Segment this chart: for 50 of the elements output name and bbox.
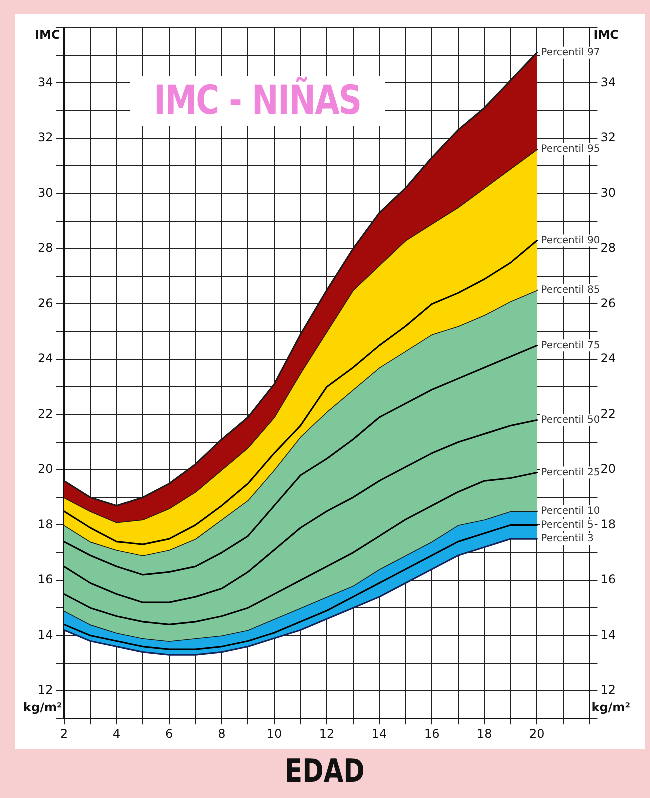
x-tick-label: 2 xyxy=(60,726,68,741)
text: IMC - NIÑAS xyxy=(130,76,386,126)
series-label: Percentil 90 xyxy=(541,235,600,246)
series-label: Percentil 85 xyxy=(541,285,600,296)
y2-axis-title: IMC xyxy=(594,28,620,42)
y2-tick-label: 24 xyxy=(600,352,616,366)
y-tick-label: 16 xyxy=(38,572,54,587)
text: kg/m² xyxy=(24,700,62,715)
y2-tick-label: 12 xyxy=(600,683,616,698)
x-axis-title: EDAD xyxy=(284,752,366,790)
series-label: Percentil 75 xyxy=(541,340,600,352)
y2-tick-label: 28 xyxy=(600,241,616,256)
y-axis-title: IMC xyxy=(35,28,60,42)
x-tick-label: 6 xyxy=(166,726,174,741)
y-tick-label: 32 xyxy=(38,130,54,145)
x-tick-label: 10 xyxy=(266,726,282,741)
y2-tick-label: 34 xyxy=(600,75,616,90)
series-label: Percentil 10 xyxy=(541,506,600,518)
y2-tick-label: 18 xyxy=(600,517,616,532)
y-tick-label: 22 xyxy=(38,406,54,421)
text: kg/m² xyxy=(592,700,630,715)
x-tick-label: 4 xyxy=(112,726,121,741)
y-tick-label: 14 xyxy=(38,628,54,642)
y-tick-label: 20 xyxy=(38,462,54,476)
series-label: Percentil 50 xyxy=(541,414,600,426)
y2-tick-label: 20 xyxy=(600,462,616,476)
x-tick-label: 8 xyxy=(218,726,226,741)
y2-tick-label: 26 xyxy=(600,296,616,310)
x-tick-label: 14 xyxy=(372,726,388,741)
y2-tick-label: 30 xyxy=(600,186,616,200)
series-label: Percentil 5 xyxy=(541,520,594,531)
series-label: Percentil 97 xyxy=(541,47,600,58)
y-tick-label: 12 xyxy=(38,683,54,698)
series-label: Percentil 95 xyxy=(541,144,600,156)
series-label: Percentil 25 xyxy=(541,467,600,478)
y-tick-label: 28 xyxy=(38,241,54,256)
y2-tick-label: 32 xyxy=(600,130,616,145)
y-tick-label: 26 xyxy=(38,296,54,310)
y2-tick-label: 16 xyxy=(600,572,616,587)
y2-tick-label: 22 xyxy=(600,406,616,421)
y-tick-label: 18 xyxy=(38,517,54,532)
y-tick-label: 34 xyxy=(38,75,54,90)
x-tick-label: 20 xyxy=(530,726,545,741)
y-tick-label: 30 xyxy=(38,186,54,200)
series-label: Percentil 3 xyxy=(541,534,594,545)
x-tick-label: 16 xyxy=(424,726,440,741)
x-tick-label: 18 xyxy=(477,726,492,741)
y-tick-label: 24 xyxy=(38,352,54,366)
x-tick-label: 12 xyxy=(319,726,335,741)
y2-tick-label: 14 xyxy=(600,628,616,642)
